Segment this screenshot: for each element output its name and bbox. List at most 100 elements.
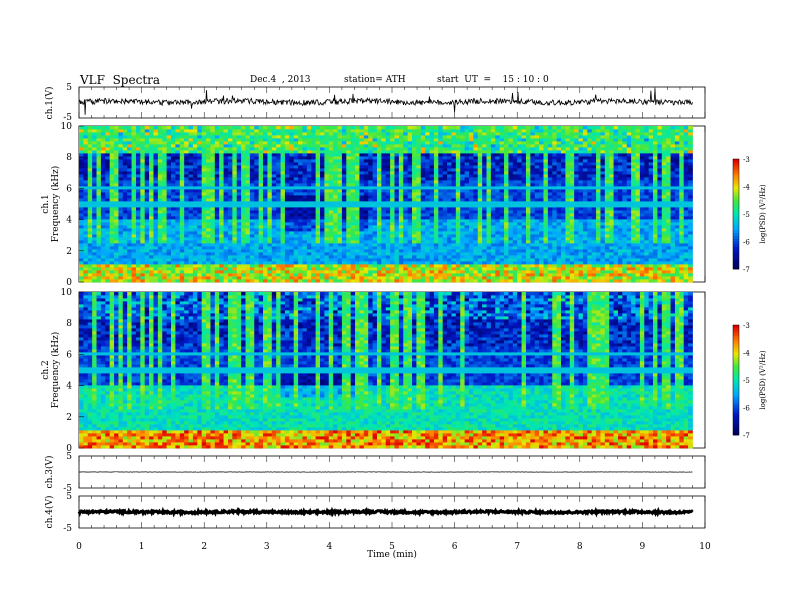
ch1s-cell <box>433 279 439 283</box>
ch1s-cell <box>320 276 325 280</box>
ch1s-cell <box>451 150 457 154</box>
ch1s-cell <box>302 276 308 280</box>
ch1s-cell <box>429 141 435 145</box>
ch1s-cell <box>258 171 264 175</box>
ch1s-cell <box>83 276 89 280</box>
ch1s-cell <box>311 189 317 193</box>
ch1s-cell <box>451 210 457 214</box>
ch1s-cell <box>109 129 115 133</box>
ch1s-cell <box>333 240 338 244</box>
ch1s-cell <box>271 240 277 244</box>
ch1s-cell <box>118 180 124 184</box>
ch1s-cell <box>324 222 330 226</box>
ch1s-cell <box>429 195 435 199</box>
ch1s-cell <box>407 126 413 130</box>
ch1s-cell <box>232 261 238 265</box>
ch1s-cell <box>254 264 260 268</box>
ch1s-cell <box>96 156 102 160</box>
ch1s-cell <box>109 225 115 229</box>
ch1s-cell <box>258 180 264 184</box>
ch1s-cell <box>175 219 181 223</box>
ch1s-cell <box>341 258 347 262</box>
ch1s-cell <box>372 159 378 163</box>
ch1s-cell <box>219 267 224 271</box>
ch1s-cell <box>114 252 119 256</box>
ch1s-cell <box>381 159 387 163</box>
ch1s-cell <box>420 234 426 238</box>
ch1s-cell <box>79 207 84 211</box>
ch1s-cell <box>293 147 299 151</box>
ch1s-cell <box>438 219 444 223</box>
ch1s-cell <box>372 156 378 160</box>
ch1s-cell <box>381 165 387 169</box>
ch1s-cell <box>127 132 132 136</box>
ch1s-cell <box>179 243 185 247</box>
ch1s-cell <box>293 159 299 163</box>
ch1s-cell <box>171 273 176 277</box>
ch1s-cell <box>179 225 185 229</box>
ch1s-cell <box>289 177 295 181</box>
ch1s-cell <box>333 261 338 265</box>
ch1s-cell <box>298 267 303 271</box>
ch1s-cell <box>109 153 115 157</box>
ch1s-cell <box>398 153 404 157</box>
ch1s-cell <box>350 273 356 277</box>
ch1s-cell <box>197 225 203 229</box>
ch1s-cell <box>267 135 273 139</box>
ch1s-cell <box>324 129 330 133</box>
ch1s-cell <box>140 216 146 220</box>
ch1s-cell <box>337 261 343 265</box>
ch1s-cell <box>390 156 395 160</box>
ch1s-cell <box>258 162 264 166</box>
ch1s-cell <box>179 204 185 208</box>
ch1s-cell <box>192 177 198 181</box>
ch1s-cell <box>171 207 176 211</box>
ch1s-cell <box>162 189 168 193</box>
ch1s-cell <box>236 255 242 259</box>
ch1s-cell <box>346 162 352 166</box>
ch1s-cell <box>311 141 317 145</box>
ch1s-cell <box>320 165 325 169</box>
ch1s-cell <box>184 201 189 205</box>
ch1s-cell <box>192 135 198 139</box>
ch1s-cell <box>175 216 181 220</box>
ch1s-cell <box>249 258 255 262</box>
ch1s-cell <box>276 246 281 250</box>
ch1s-cell <box>337 174 343 178</box>
ch1s-cell <box>114 156 119 160</box>
ch1s-cell <box>376 186 382 190</box>
ch1s-cell <box>140 171 146 175</box>
ch1s-cell <box>210 267 216 271</box>
ch1s-cell <box>87 237 93 241</box>
ch1s-cell <box>254 210 260 214</box>
ch1s-cell <box>87 249 93 253</box>
ch1s-cell <box>249 213 255 217</box>
ch1s-cell <box>355 138 360 142</box>
ch1s-cell <box>284 264 290 268</box>
ch1s-cell <box>223 273 229 277</box>
ch1s-cell <box>394 189 400 193</box>
ch1s-cell <box>118 210 124 214</box>
ch1s-cell <box>425 273 430 277</box>
ch1s-cell <box>320 129 325 133</box>
ch1s-cell <box>219 225 224 229</box>
ch1s-cell <box>179 126 185 130</box>
ch1s-cell <box>223 144 229 148</box>
ch1s-cell <box>376 159 382 163</box>
ch1s-cell <box>442 180 448 184</box>
ch1s-cell <box>442 126 448 130</box>
ch1s-cell <box>192 210 198 214</box>
ch1s-cell <box>372 135 378 139</box>
ch1s-cell <box>429 234 435 238</box>
ch1s-cell <box>197 201 203 205</box>
ch1s-cell <box>166 183 172 187</box>
ch1s-cell <box>324 150 330 154</box>
ch1s-cell <box>87 219 93 223</box>
ch1s-cell <box>293 240 299 244</box>
ch1s-cell <box>149 207 154 211</box>
ch1s-cell <box>390 171 395 175</box>
ch1s-cell <box>105 201 111 205</box>
ch1s-cell <box>263 207 268 211</box>
ch1s-cell <box>412 180 417 184</box>
ch1s-cell <box>92 264 97 268</box>
